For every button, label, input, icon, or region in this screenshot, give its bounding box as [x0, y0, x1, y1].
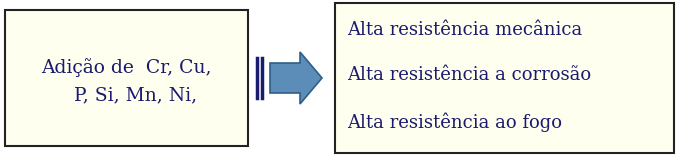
- Text: Adição de  Cr, Cu,: Adição de Cr, Cu,: [41, 58, 212, 78]
- FancyBboxPatch shape: [335, 3, 674, 153]
- FancyBboxPatch shape: [5, 10, 248, 146]
- Text: Alta resistência a corrosão: Alta resistência a corrosão: [347, 66, 591, 84]
- Text: P, Si, Mn, Ni,: P, Si, Mn, Ni,: [56, 86, 197, 104]
- Text: Alta resistência mecânica: Alta resistência mecânica: [347, 21, 583, 39]
- FancyArrow shape: [270, 52, 322, 104]
- Text: Alta resistência ao fogo: Alta resistência ao fogo: [347, 112, 562, 132]
